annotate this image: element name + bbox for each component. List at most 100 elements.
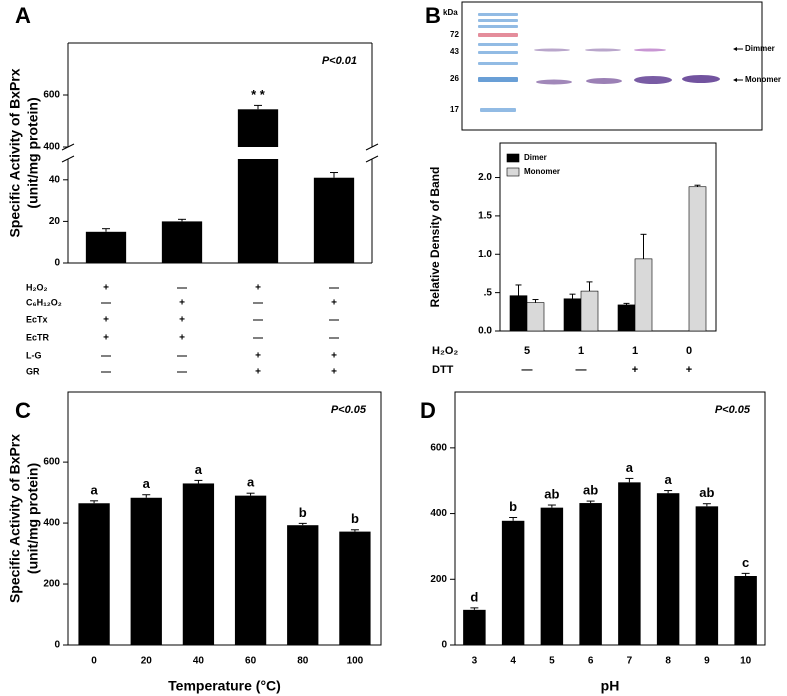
condition-label: EcTx xyxy=(26,314,48,324)
condition-value: + xyxy=(103,333,109,344)
condition-value: — xyxy=(329,333,339,344)
y-axis-title: (unit/mg protein) xyxy=(25,463,41,574)
legend-label: Dimer xyxy=(524,153,547,162)
significance-label: ab xyxy=(699,485,714,500)
legend-swatch xyxy=(506,167,520,177)
condition-value: — xyxy=(253,298,263,309)
p-value: P<0.05 xyxy=(331,404,367,416)
condition-label: H₂O₂ xyxy=(26,282,48,292)
condition-value: — xyxy=(177,367,187,378)
bar xyxy=(617,304,636,332)
y-tick-label: 1.0 xyxy=(478,249,492,260)
bar xyxy=(688,186,707,332)
x-axis-title: Temperature (°C) xyxy=(168,678,281,694)
bar xyxy=(540,507,564,645)
plot-frame xyxy=(454,391,766,646)
bar xyxy=(526,302,545,332)
significance-label: c xyxy=(742,555,749,570)
condition-value: + xyxy=(179,298,185,309)
condition-value: — xyxy=(101,367,111,378)
plot-frame xyxy=(499,142,717,332)
bar xyxy=(85,231,127,263)
condition-value: + xyxy=(686,364,692,376)
condition-label: DTT xyxy=(432,364,454,376)
condition-value: 5 xyxy=(524,345,530,357)
bar xyxy=(580,290,599,332)
condition-value: 1 xyxy=(578,345,584,357)
condition-value: — xyxy=(177,351,187,362)
condition-value: + xyxy=(103,283,109,294)
bar xyxy=(287,525,319,645)
gel-marker: 72 xyxy=(450,30,459,39)
axis-break xyxy=(61,155,75,163)
x-tick-label: 10 xyxy=(740,656,752,667)
condition-value: — xyxy=(329,315,339,326)
panel-label: B xyxy=(425,3,441,28)
panel-label: C xyxy=(15,398,31,423)
significance-label: a xyxy=(247,475,255,490)
y-axis-title: Specific Activity of BxPrx xyxy=(7,68,23,237)
bar-lower xyxy=(237,159,279,263)
x-tick-label: 40 xyxy=(193,656,205,667)
x-tick-label: 4 xyxy=(510,656,516,667)
condition-value: — xyxy=(101,351,111,362)
condition-value: — xyxy=(253,333,263,344)
bar xyxy=(634,258,653,332)
bar xyxy=(182,483,215,645)
x-tick-label: 9 xyxy=(704,656,710,667)
x-tick-label: 100 xyxy=(347,656,364,667)
legend-swatch xyxy=(506,153,520,163)
significance-label: b xyxy=(299,505,307,520)
bar xyxy=(463,609,486,645)
y-axis-title: Specific Activity of BxPrx xyxy=(7,434,23,603)
y-axis-title: (unit/mg protein) xyxy=(25,97,41,208)
condition-value: — xyxy=(576,364,587,376)
x-tick-label: 0 xyxy=(91,656,97,667)
x-tick-label: 5 xyxy=(549,656,555,667)
condition-value: + xyxy=(255,351,261,362)
y-tick-label: 400 xyxy=(43,518,60,529)
condition-label: H₂O₂ xyxy=(432,345,458,357)
y-tick-label: 200 xyxy=(430,574,447,585)
bar xyxy=(501,520,525,645)
x-axis-title: pH xyxy=(601,678,620,694)
y-tick-label: 400 xyxy=(43,142,60,153)
bar xyxy=(130,497,162,645)
gel-label: Dimmer xyxy=(745,44,775,53)
condition-value: + xyxy=(103,315,109,326)
bar xyxy=(509,295,528,332)
gel-marker: 43 xyxy=(450,47,459,56)
x-tick-label: 20 xyxy=(141,656,153,667)
bar xyxy=(339,531,371,645)
x-tick-label: 6 xyxy=(588,656,594,667)
condition-value: — xyxy=(522,364,533,376)
y-tick-label: 600 xyxy=(43,90,60,101)
condition-label: L-G xyxy=(26,350,42,360)
x-tick-label: 3 xyxy=(472,656,478,667)
condition-value: + xyxy=(632,364,638,376)
condition-label: C₆H₁₂O₂ xyxy=(26,297,62,307)
significance-label: a xyxy=(665,472,673,487)
p-value: P<0.01 xyxy=(322,55,357,67)
condition-value: + xyxy=(179,333,185,344)
y-tick-label: 0 xyxy=(54,258,60,269)
condition-value: 1 xyxy=(632,345,638,357)
y-tick-label: .5 xyxy=(484,287,493,298)
plot-frame xyxy=(67,391,382,646)
panel-label: A xyxy=(15,3,31,28)
y-tick-label: 0.0 xyxy=(478,326,492,337)
axis-break xyxy=(365,155,379,163)
y-tick-label: 20 xyxy=(49,216,61,227)
bar-upper xyxy=(237,109,279,147)
significance-label: ab xyxy=(583,483,598,498)
significance-label: * * xyxy=(251,87,266,102)
y-tick-label: 600 xyxy=(430,442,447,453)
gel-image xyxy=(461,1,763,131)
condition-value: — xyxy=(253,315,263,326)
significance-label: a xyxy=(143,476,151,491)
y-tick-label: 0 xyxy=(54,640,60,651)
axis-break xyxy=(365,143,379,151)
y-tick-label: 2.0 xyxy=(478,172,492,183)
significance-label: a xyxy=(626,460,634,475)
